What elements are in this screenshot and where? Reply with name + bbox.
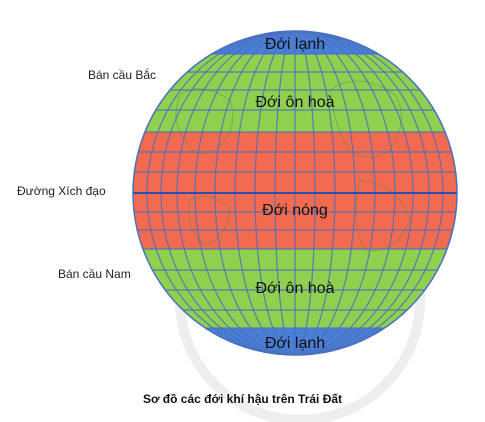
south-cold-zone-label: Đới lạnh — [265, 335, 325, 352]
continent-outlines — [175, 80, 411, 252]
south-temperate-zone-label: Đới ôn hoà — [256, 280, 335, 297]
diagram-caption: Sơ đồ các đới khí hậu trên Trái Đất — [142, 392, 343, 406]
northern-hemisphere-label: Bán cầu Bắc — [88, 68, 157, 82]
globe — [133, 31, 457, 355]
southern-hemisphere-label: Bán cầu Nam — [58, 267, 131, 281]
equator-label: Đường Xích đạo — [17, 184, 106, 198]
tropical-zone-label: Đới nóng — [262, 202, 328, 219]
north-cold-zone-label: Đới lạnh — [265, 36, 325, 53]
parallels — [133, 53, 457, 329]
globe-outline — [132, 30, 458, 356]
north-temperate-zone-label: Đới ôn hoà — [256, 94, 335, 111]
